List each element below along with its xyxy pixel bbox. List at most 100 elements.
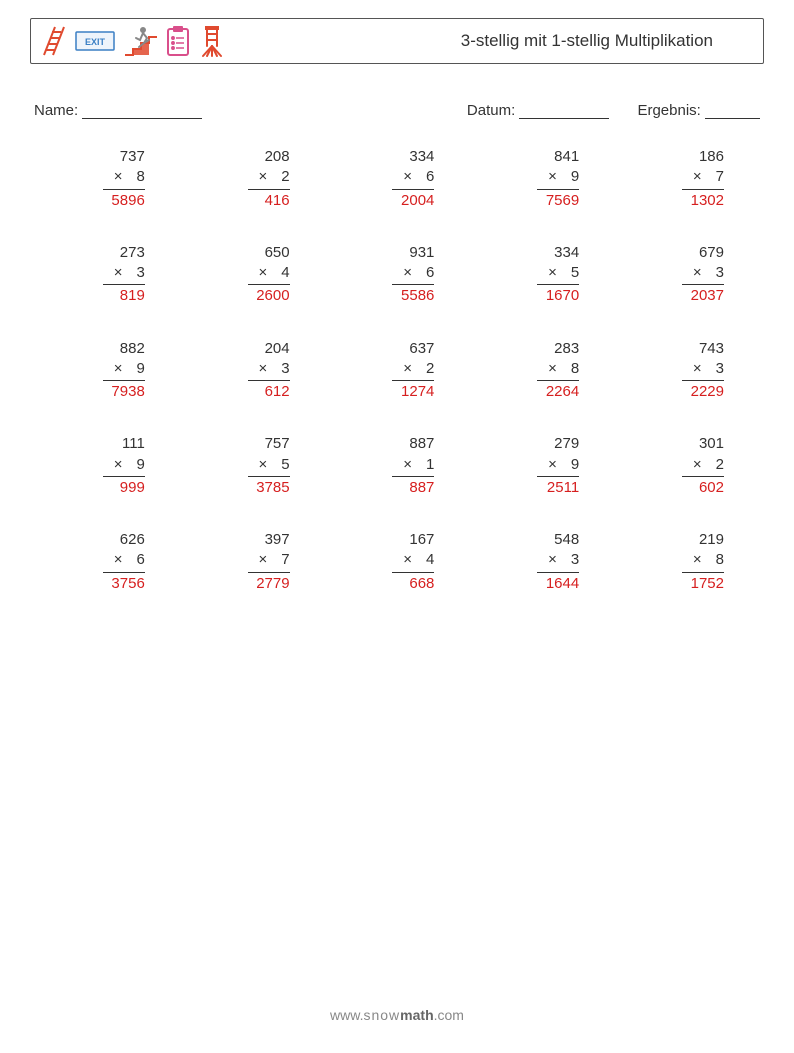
problem: 737×85896 — [40, 147, 175, 211]
operand-a: 650 — [265, 243, 290, 263]
multiply-symbol: × — [693, 359, 702, 379]
operand-b: 4 — [281, 263, 289, 283]
score-blank — [705, 104, 760, 119]
multiply-symbol: × — [693, 167, 702, 187]
operand-b: 2 — [426, 359, 434, 379]
operand-b: 6 — [426, 263, 434, 283]
operator-row: ×3 — [103, 263, 145, 285]
header-box: EXIT — [30, 18, 764, 64]
multiply-symbol: × — [693, 455, 702, 475]
operand-b: 5 — [571, 263, 579, 283]
problem: 397×72779 — [185, 530, 320, 594]
operator-row: ×8 — [537, 359, 579, 381]
operand-b: 8 — [716, 550, 724, 570]
answer: 819 — [120, 286, 145, 306]
answer: 2779 — [256, 574, 289, 594]
answer: 5896 — [111, 191, 144, 211]
exit-sign-icon: EXIT — [75, 28, 115, 54]
operand-b: 8 — [571, 359, 579, 379]
operator-row: ×2 — [392, 359, 434, 381]
operand-b: 9 — [136, 359, 144, 379]
operand-a: 111 — [122, 434, 145, 454]
operand-a: 208 — [265, 147, 290, 167]
operand-b: 3 — [716, 263, 724, 283]
operand-a: 397 — [265, 530, 290, 550]
footer-suffix: .com — [434, 1007, 464, 1023]
operand-a: 841 — [554, 147, 579, 167]
operand-a: 626 — [120, 530, 145, 550]
operand-a: 548 — [554, 530, 579, 550]
operator-row: ×9 — [103, 455, 145, 477]
answer: 7569 — [546, 191, 579, 211]
problem: 626×63756 — [40, 530, 175, 594]
multiply-symbol: × — [693, 550, 702, 570]
operand-a: 186 — [699, 147, 724, 167]
multiply-symbol: × — [258, 167, 267, 187]
operator-row: ×9 — [537, 455, 579, 477]
operator-row: ×9 — [103, 359, 145, 381]
score-label: Ergebnis: — [637, 102, 700, 119]
ladder-icon — [41, 25, 67, 57]
problem: 273×3819 — [40, 243, 175, 307]
multiply-symbol: × — [403, 263, 412, 283]
answer: 1644 — [546, 574, 579, 594]
answer: 3785 — [256, 478, 289, 498]
multiply-symbol: × — [548, 550, 557, 570]
operand-b: 3 — [136, 263, 144, 283]
multiply-symbol: × — [258, 359, 267, 379]
operator-row: ×6 — [392, 263, 434, 285]
operand-b: 2 — [716, 455, 724, 475]
operand-b: 3 — [571, 550, 579, 570]
operand-a: 334 — [554, 243, 579, 263]
problem: 334×51670 — [474, 243, 609, 307]
operand-b: 7 — [281, 550, 289, 570]
operand-b: 1 — [426, 455, 434, 475]
operand-b: 3 — [281, 359, 289, 379]
answer: 1274 — [401, 382, 434, 402]
multiply-symbol: × — [403, 455, 412, 475]
operator-row: ×8 — [103, 167, 145, 189]
footer-prefix: www. — [330, 1007, 363, 1023]
problem: 208×2416 — [185, 147, 320, 211]
operand-a: 219 — [699, 530, 724, 550]
problem: 167×4668 — [330, 530, 465, 594]
operand-a: 167 — [409, 530, 434, 550]
problem: 679×32037 — [619, 243, 754, 307]
multiply-symbol: × — [258, 263, 267, 283]
operand-b: 9 — [571, 167, 579, 187]
multiply-symbol: × — [403, 167, 412, 187]
operand-b: 9 — [136, 455, 144, 475]
answer: 2004 — [401, 191, 434, 211]
operator-row: ×3 — [248, 359, 290, 381]
answer: 1752 — [691, 574, 724, 594]
problem: 650×42600 — [185, 243, 320, 307]
operand-b: 7 — [716, 167, 724, 187]
icon-strip: EXIT — [41, 24, 225, 58]
operator-row: ×3 — [682, 359, 724, 381]
multiply-symbol: × — [403, 550, 412, 570]
operand-a: 882 — [120, 339, 145, 359]
problem: 743×32229 — [619, 339, 754, 403]
operand-a: 273 — [120, 243, 145, 263]
problem: 548× 3 1644 — [474, 530, 609, 594]
operator-row: ×7 — [248, 550, 290, 572]
operand-a: 637 — [409, 339, 434, 359]
answer: 2511 — [547, 478, 579, 498]
multiply-symbol: × — [548, 455, 557, 475]
multiply-symbol: × — [258, 455, 267, 475]
operator-row: ×5 — [537, 263, 579, 285]
problem: 841×97569 — [474, 147, 609, 211]
operand-b: 2 — [281, 167, 289, 187]
problem: 882×97938 — [40, 339, 175, 403]
score-field: Ergebnis: — [637, 102, 760, 119]
answer: 2229 — [691, 382, 724, 402]
name-field: Name: — [34, 102, 467, 119]
answer: 3756 — [111, 574, 144, 594]
problem: 931×65586 — [330, 243, 465, 307]
operand-a: 283 — [554, 339, 579, 359]
footer-brand-bold: math — [400, 1007, 433, 1023]
footer-brand-thin: snow — [363, 1007, 400, 1023]
answer: 1302 — [691, 191, 724, 211]
operand-b: 6 — [136, 550, 144, 570]
multiply-symbol: × — [693, 263, 702, 283]
